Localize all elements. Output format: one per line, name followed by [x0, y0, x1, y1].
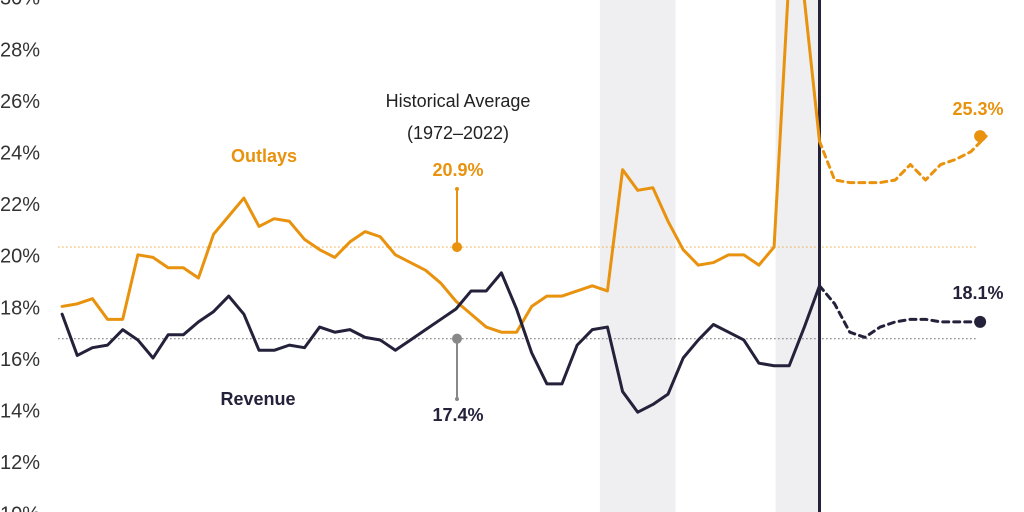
annotation: (1972–2022) — [407, 123, 509, 143]
y-tick-label: 30% — [0, 0, 40, 10]
average-stem-tip — [455, 397, 459, 401]
y-tick-label: 16% — [0, 349, 40, 371]
annotation: Revenue — [220, 389, 295, 409]
y-tick-label: 24% — [0, 142, 40, 164]
y-tick-label: 22% — [0, 194, 40, 216]
series-line — [60, 0, 822, 334]
y-tick-label: 14% — [0, 400, 40, 422]
average-dot — [452, 242, 462, 253]
y-tick-label: 26% — [0, 91, 40, 113]
y-tick-label: 10% — [0, 504, 40, 512]
series-line — [60, 271, 822, 414]
y-tick-label: 12% — [0, 452, 40, 474]
annotation: Historical Average — [386, 91, 531, 111]
y-tick-label: 18% — [0, 297, 40, 319]
average-dot — [452, 333, 462, 344]
annotation: 17.4% — [432, 405, 483, 425]
end-dot — [974, 130, 987, 143]
annotation: 20.9% — [432, 160, 483, 180]
projection-line — [818, 134, 988, 185]
average-stem-tip — [455, 187, 459, 191]
annotation: 18.1% — [952, 283, 1003, 303]
projection-line — [818, 284, 988, 339]
annotation: Outlays — [231, 146, 297, 166]
end-dot — [974, 315, 987, 328]
y-tick-label: 20% — [0, 246, 40, 268]
y-tick-label: 28% — [0, 39, 40, 61]
annotation: 25.3% — [952, 99, 1003, 119]
